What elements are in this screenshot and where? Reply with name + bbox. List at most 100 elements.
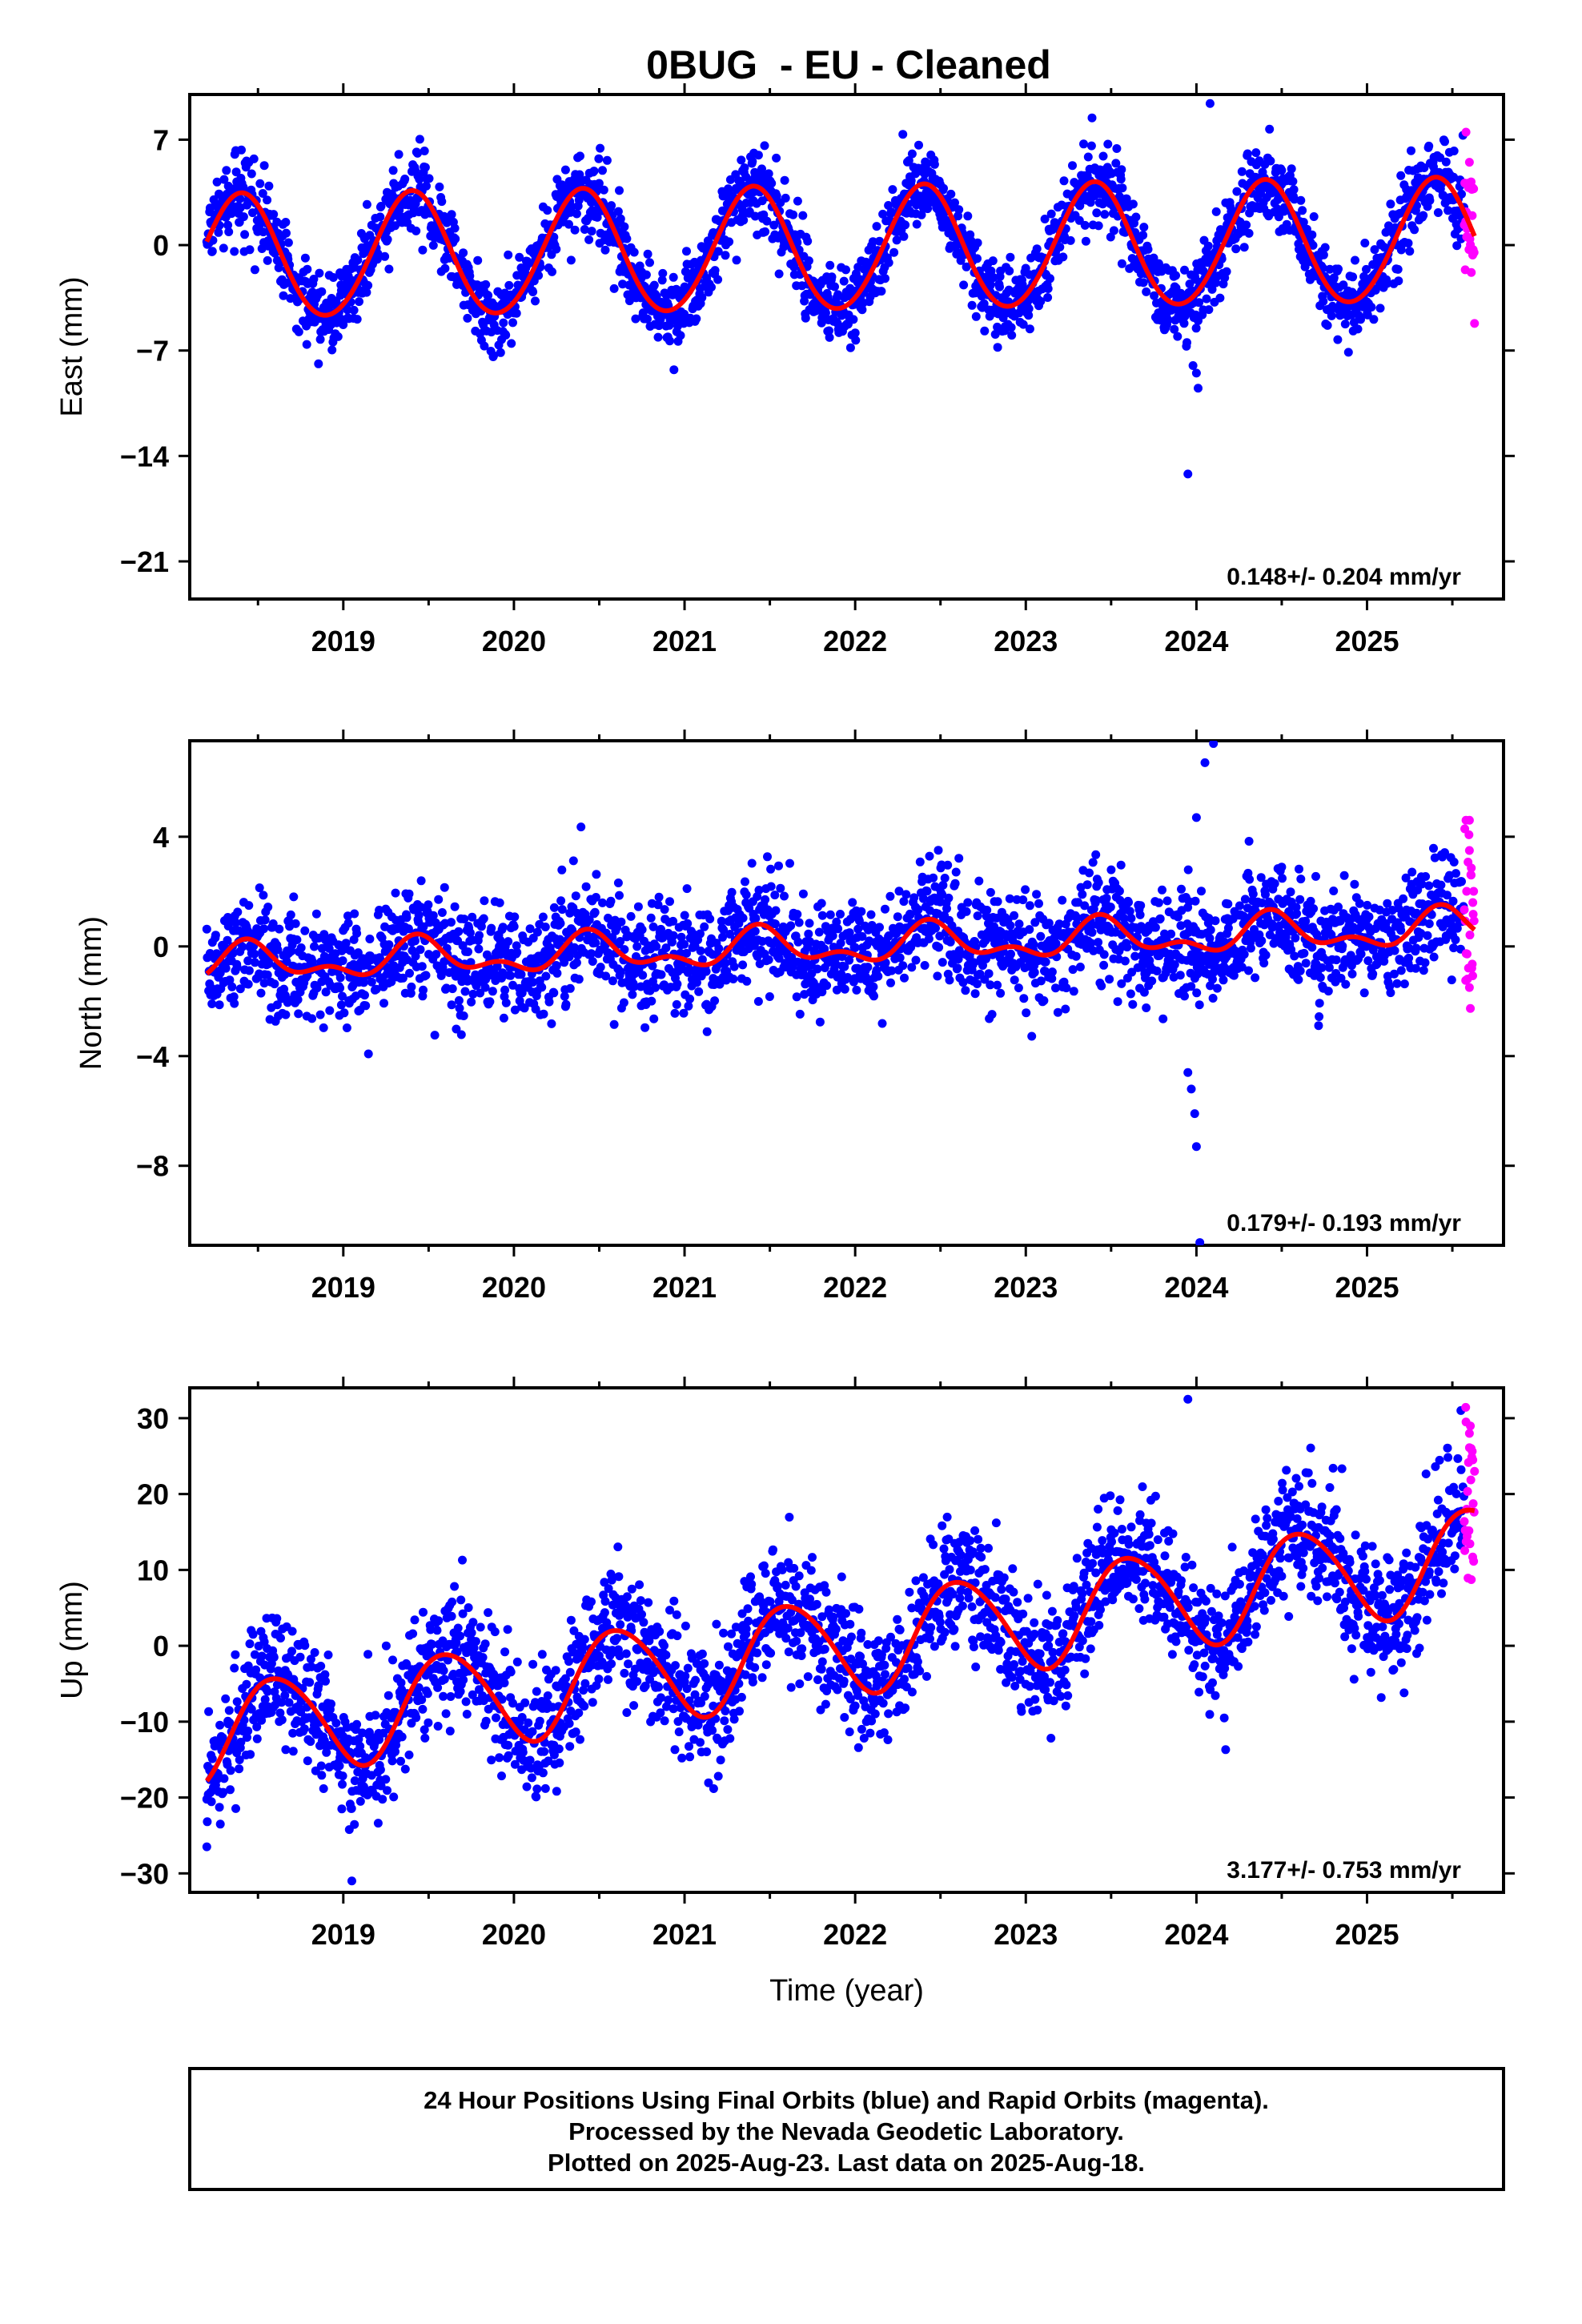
final-orbit-point (1068, 965, 1078, 975)
final-orbit-point (738, 913, 748, 923)
final-orbit-point (643, 314, 652, 324)
final-orbit-point (1242, 220, 1251, 230)
final-orbit-point (590, 907, 600, 917)
outlier-point (1183, 1068, 1193, 1077)
final-orbit-point (1295, 895, 1305, 904)
final-orbit-point (770, 891, 780, 900)
final-orbit-point (963, 898, 973, 907)
final-orbit-point (658, 268, 668, 278)
final-orbit-point (1440, 137, 1449, 147)
final-orbit-point (1259, 959, 1269, 968)
final-orbit-point (757, 164, 766, 174)
final-orbit-point (821, 308, 830, 318)
final-orbit-point (1396, 966, 1406, 975)
final-orbit-point (772, 191, 781, 201)
outlier-point (1200, 758, 1210, 767)
final-orbit-point (1069, 987, 1078, 996)
final-orbit-point (1329, 887, 1339, 895)
final-orbit-point (702, 1027, 712, 1036)
final-orbit-point (1105, 975, 1114, 984)
final-orbit-point (235, 194, 245, 203)
final-orbit-point (895, 953, 905, 963)
final-orbit-point (1170, 324, 1179, 334)
final-orbit-point (1085, 868, 1094, 878)
final-orbit-point (736, 177, 745, 187)
final-orbit-point (915, 857, 925, 866)
final-orbit-point (1126, 914, 1136, 923)
final-orbit-point (243, 979, 253, 989)
final-orbit-point (359, 978, 368, 987)
final-orbit-point (1158, 1014, 1168, 1023)
final-orbit-point (1128, 999, 1138, 1009)
final-orbit-point (798, 211, 808, 220)
final-orbit-point (258, 189, 267, 198)
final-orbit-point (380, 251, 390, 261)
final-orbit-point (793, 238, 802, 247)
final-orbit-point (1370, 245, 1379, 255)
final-orbit-point (934, 943, 944, 952)
final-orbit-point (993, 980, 1002, 990)
final-orbit-point (487, 923, 496, 933)
final-orbit-point (1367, 303, 1376, 312)
rapid-orbit-point (1467, 870, 1476, 880)
final-orbit-point (1005, 266, 1014, 275)
final-orbit-point (710, 266, 720, 275)
final-orbit-point (1369, 315, 1379, 324)
final-orbit-point (507, 339, 516, 348)
final-orbit-point (869, 991, 878, 1001)
final-orbit-point (259, 979, 269, 988)
final-orbit-point (1127, 254, 1137, 263)
final-orbit-point (713, 247, 723, 256)
final-orbit-point (1334, 264, 1343, 274)
final-orbit-point (1183, 865, 1193, 875)
final-orbit-point (499, 318, 508, 328)
final-orbit-point (705, 915, 715, 923)
final-orbit-point (789, 210, 798, 219)
final-orbit-point (1040, 215, 1050, 223)
final-orbit-point (416, 903, 425, 912)
final-orbit-point (459, 1011, 468, 1020)
rapid-orbit-point (1467, 267, 1476, 277)
final-orbit-point (1341, 979, 1351, 989)
final-orbit-point (263, 255, 272, 265)
final-orbit-point (1451, 935, 1460, 944)
final-orbit-point (769, 220, 779, 230)
final-orbit-point (1457, 877, 1466, 887)
final-orbit-point (1222, 267, 1231, 276)
final-orbit-point (255, 179, 265, 188)
final-orbit-point (1173, 332, 1182, 341)
final-orbit-point (576, 822, 586, 832)
final-orbit-point (574, 975, 584, 984)
final-orbit-point (986, 280, 995, 290)
final-orbit-point (337, 271, 347, 281)
final-orbit-point (669, 365, 679, 375)
final-orbit-point (270, 979, 279, 989)
final-orbit-point (343, 919, 353, 928)
final-orbit-point (1278, 874, 1287, 883)
final-orbit-point (805, 919, 814, 928)
final-orbit-point (440, 883, 449, 892)
final-orbit-point (863, 963, 873, 972)
final-orbit-point (833, 924, 843, 934)
final-orbit-point (1239, 950, 1249, 959)
final-orbit-point (961, 986, 970, 995)
final-orbit-point (1244, 228, 1254, 238)
final-orbit-point (233, 907, 243, 917)
final-orbit-point (682, 247, 691, 256)
final-orbit-point (1256, 188, 1266, 198)
final-orbit-point (302, 340, 311, 349)
final-orbit-point (420, 147, 429, 155)
final-orbit-point (496, 348, 505, 357)
final-orbit-point (707, 283, 716, 292)
final-orbit-point (1349, 318, 1359, 328)
final-orbit-point (980, 326, 990, 336)
final-orbit-point (402, 913, 412, 923)
final-orbit-point (893, 912, 902, 922)
final-orbit-point (1290, 951, 1299, 961)
final-orbit-point (1394, 276, 1403, 286)
final-orbit-point (1324, 963, 1334, 972)
final-orbit-point (1010, 911, 1019, 920)
final-orbit-point (1068, 161, 1077, 171)
final-orbit-point (360, 991, 369, 1000)
final-orbit-point (564, 219, 573, 229)
